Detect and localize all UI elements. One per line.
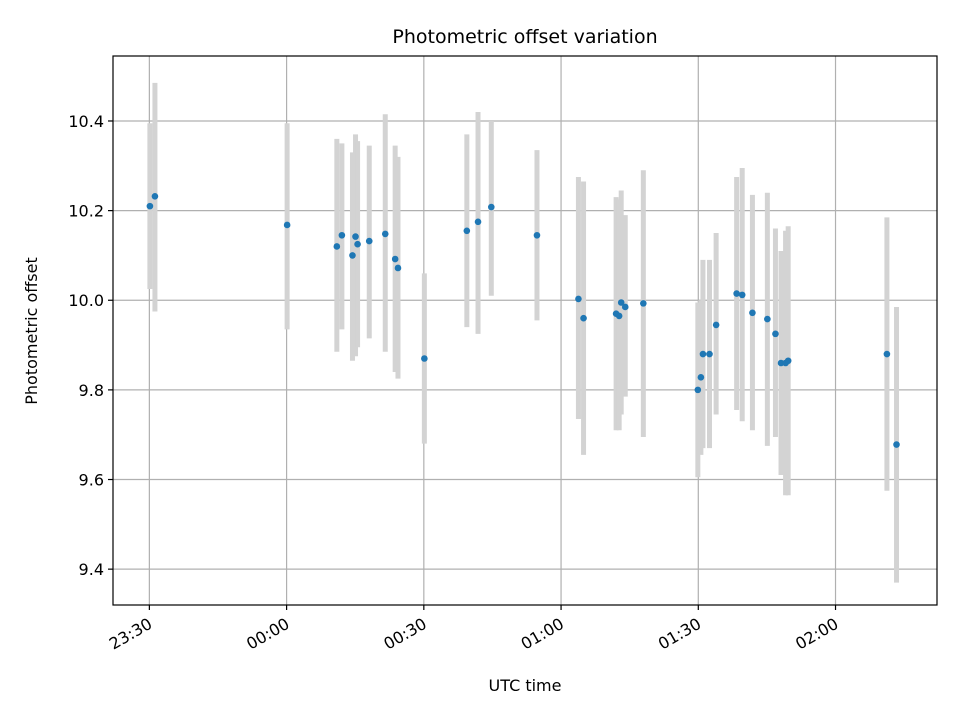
data-point bbox=[640, 300, 647, 307]
data-point bbox=[621, 303, 629, 311]
y-tick-label: 9.6 bbox=[79, 471, 104, 490]
data-point bbox=[349, 252, 356, 259]
data-point bbox=[338, 231, 346, 239]
y-tick-label: 10.2 bbox=[68, 202, 104, 221]
data-point bbox=[617, 299, 625, 306]
data-point bbox=[333, 243, 341, 250]
plot-frame bbox=[112, 55, 938, 606]
data-point bbox=[615, 312, 623, 320]
data-point bbox=[146, 202, 154, 210]
data-point bbox=[365, 237, 373, 245]
data-point bbox=[699, 350, 707, 358]
data-point bbox=[463, 227, 471, 235]
y-tick-label: 9.8 bbox=[79, 381, 104, 400]
data-point bbox=[391, 255, 399, 263]
y-tick-label: 10.0 bbox=[68, 291, 104, 310]
data-point bbox=[575, 295, 582, 303]
data-point bbox=[474, 218, 482, 226]
x-axis-label: UTC time bbox=[489, 676, 562, 695]
y-tick-label: 9.4 bbox=[79, 560, 104, 579]
y-tick-label: 10.4 bbox=[68, 112, 104, 131]
data-point bbox=[283, 221, 291, 229]
data-point bbox=[694, 386, 702, 394]
grid bbox=[113, 56, 937, 605]
data-point bbox=[712, 321, 720, 329]
data-point bbox=[488, 203, 495, 211]
data-point bbox=[421, 355, 428, 362]
data-point bbox=[733, 290, 740, 297]
data-point bbox=[352, 233, 359, 240]
data-point bbox=[533, 231, 541, 239]
chart-title: Photometric offset variation bbox=[392, 26, 657, 48]
data-point bbox=[777, 359, 785, 367]
data-point bbox=[580, 314, 587, 322]
data-point bbox=[893, 441, 900, 448]
data-point bbox=[772, 330, 779, 338]
data-point bbox=[784, 357, 792, 365]
data-point bbox=[749, 309, 756, 317]
data-point bbox=[394, 264, 402, 272]
data-point bbox=[706, 350, 713, 358]
data-point bbox=[697, 374, 705, 381]
data-point bbox=[151, 192, 159, 200]
data-points bbox=[146, 192, 900, 448]
y-axis-label: Photometric offset bbox=[22, 257, 41, 405]
data-point bbox=[381, 230, 389, 238]
data-point bbox=[764, 315, 771, 323]
data-point bbox=[883, 350, 891, 358]
data-point bbox=[354, 240, 361, 248]
y-axis: 9.4 9.6 9.8 10.0 10.2 10.4 bbox=[68, 112, 113, 579]
data-point bbox=[738, 291, 746, 299]
